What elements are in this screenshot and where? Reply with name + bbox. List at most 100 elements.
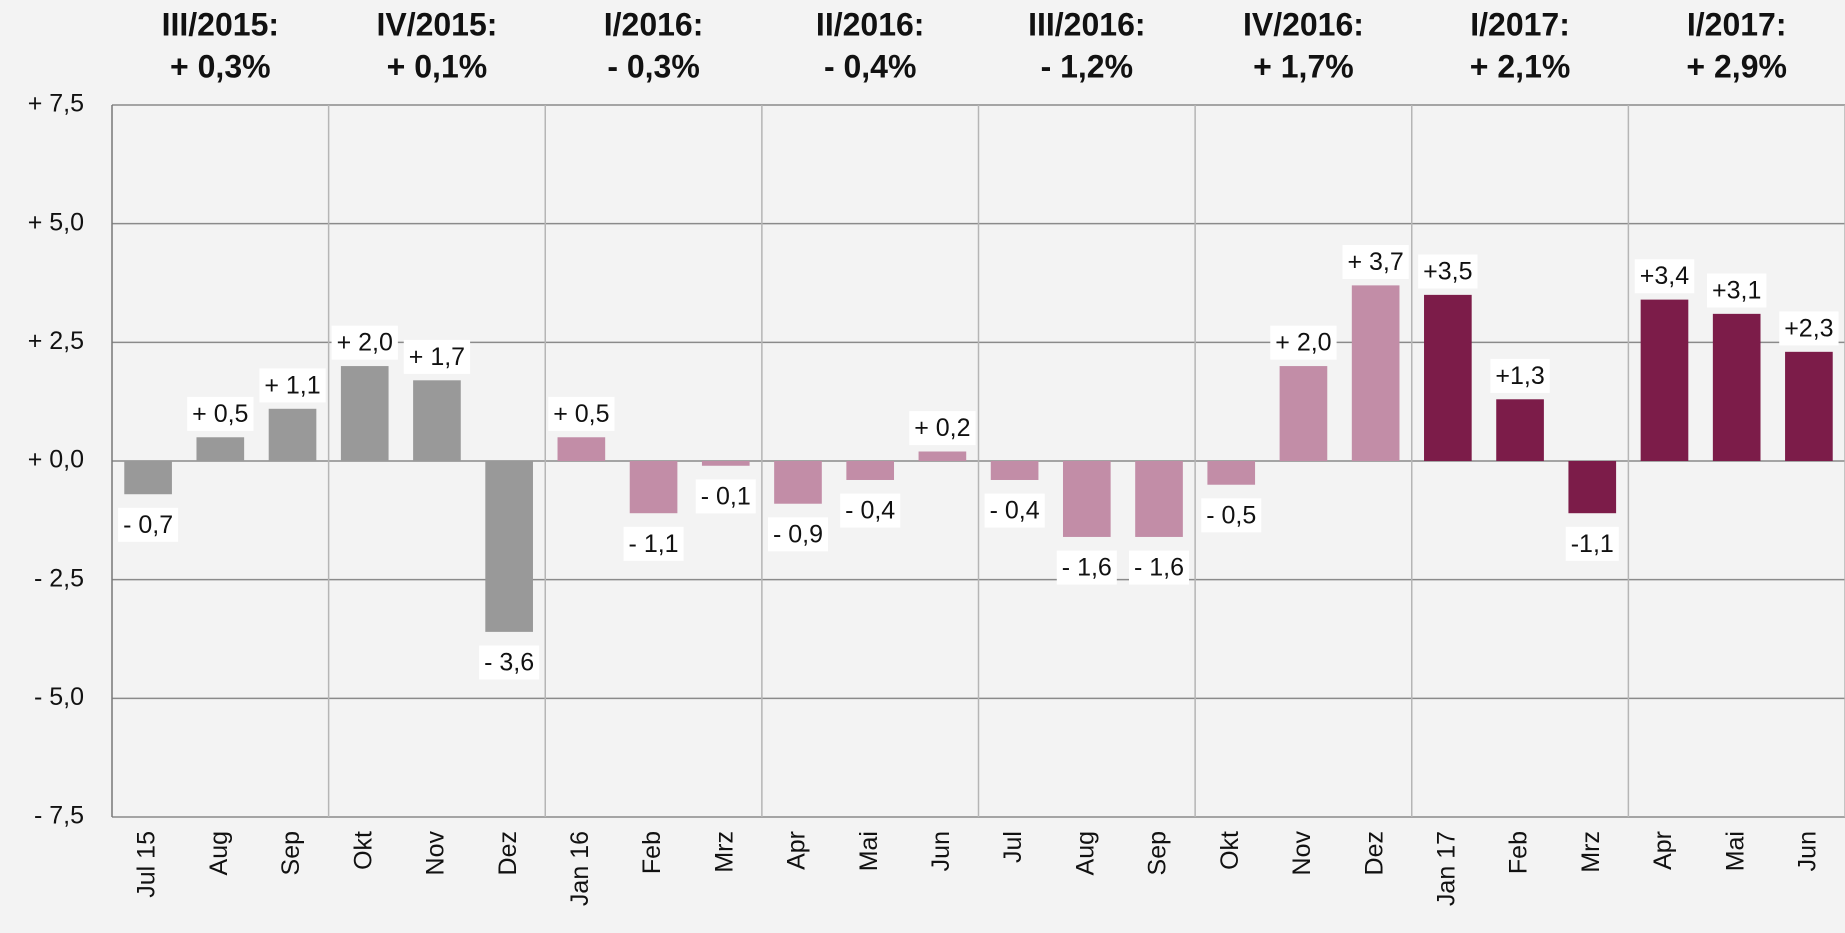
y-tick-label: - 7,5 <box>34 802 84 830</box>
value-label-group: +3,5 <box>1418 254 1478 289</box>
value-label-bg <box>403 339 471 374</box>
value-label-bg <box>695 479 756 514</box>
bar <box>990 461 1039 480</box>
value-label: + 0,5 <box>192 400 248 428</box>
x-tick-label: Apr <box>783 831 811 870</box>
value-label: - 0,9 <box>773 520 823 548</box>
value-label-bg <box>767 517 828 552</box>
x-tick-label: Mrz <box>710 831 738 873</box>
value-label-group: +3,1 <box>1707 273 1767 308</box>
bar <box>774 461 822 504</box>
x-tick-label: Mrz <box>1577 831 1605 873</box>
bar <box>413 380 461 461</box>
value-label-group: - 1,6 <box>1056 550 1117 585</box>
value-label-group: - 3,6 <box>479 645 540 680</box>
bar <box>1640 299 1689 461</box>
bar <box>1712 313 1761 461</box>
value-label-group: + 1,1 <box>259 368 326 403</box>
x-tick-label: Mai <box>855 831 883 871</box>
quarter-period: IV/2016: <box>1243 6 1364 42</box>
quarter-period: IV/2015: <box>376 6 497 42</box>
bar <box>846 461 895 480</box>
value-label-group: - 1,6 <box>1129 550 1190 585</box>
x-tick-label: Nov <box>1288 831 1316 876</box>
value-label: + 1,7 <box>409 343 465 371</box>
value-label: - 1,6 <box>1134 554 1184 582</box>
quarter-change: + 0,3% <box>170 48 271 84</box>
bar <box>1496 399 1544 461</box>
x-tick-label: Jun <box>1794 831 1822 871</box>
value-label-group: +1,3 <box>1490 358 1550 393</box>
x-tick-label: Jul <box>999 831 1027 863</box>
x-tick-label: Aug <box>205 831 233 875</box>
value-label: - 1,1 <box>629 530 679 558</box>
x-tick-label: Aug <box>1071 831 1099 875</box>
quarter-change: - 0,4% <box>824 48 916 84</box>
bar <box>1351 285 1400 461</box>
y-tick-label: - 2,5 <box>34 564 84 592</box>
x-tick-label: Apr <box>1649 831 1677 870</box>
value-label-bg <box>840 493 901 528</box>
value-label-group: -1,1 <box>1565 526 1619 561</box>
x-tick-label: Jan 17 <box>1432 831 1460 906</box>
value-label-group: +2,3 <box>1779 311 1839 346</box>
value-label-group: - 0,4 <box>984 493 1045 528</box>
bar <box>629 461 678 514</box>
x-tick-label: Okt <box>349 831 377 870</box>
value-label-bg <box>1707 273 1767 308</box>
value-label-bg <box>331 325 398 360</box>
y-tick-label: + 2,5 <box>28 327 84 355</box>
value-label-group: + 3,7 <box>1342 244 1409 279</box>
value-label-group: + 0,2 <box>909 411 976 446</box>
value-label: - 3,6 <box>484 648 534 676</box>
quarter-change: - 1,2% <box>1041 48 1133 84</box>
value-label: - 1,6 <box>1062 554 1112 582</box>
quarter-period: II/2016: <box>816 6 925 42</box>
value-label-bg <box>1490 358 1550 393</box>
x-tick-label: Dez <box>494 831 522 875</box>
bar <box>196 437 245 461</box>
x-tick-label: Mai <box>1721 831 1749 871</box>
value-label: - 0,1 <box>701 482 751 510</box>
value-label: +3,5 <box>1423 257 1472 285</box>
quarter-period: I/2017: <box>1687 6 1787 42</box>
value-label: +3,1 <box>1712 276 1761 304</box>
value-label: - 0,5 <box>1206 501 1256 529</box>
value-label: - 0,4 <box>990 497 1040 525</box>
y-tick-label: + 5,0 <box>28 208 84 236</box>
value-label: +2,3 <box>1784 314 1833 342</box>
bar <box>340 366 389 461</box>
value-label-group: + 1,7 <box>403 339 471 374</box>
y-tick-label: - 5,0 <box>34 683 84 711</box>
quarter-period: I/2016: <box>604 6 704 42</box>
value-label-bg <box>1201 498 1262 533</box>
bar <box>701 461 750 466</box>
value-label-bg <box>1129 550 1190 585</box>
value-label: - 0,4 <box>845 497 895 525</box>
bar <box>1279 366 1328 461</box>
quarter-change: + 2,1% <box>1470 48 1571 84</box>
value-label: +1,3 <box>1495 362 1544 390</box>
value-label-group: - 0,5 <box>1201 498 1262 533</box>
bar <box>557 437 606 461</box>
value-label-group: + 2,0 <box>331 325 398 360</box>
bar <box>1424 294 1472 461</box>
bar <box>268 408 317 461</box>
value-label-bg <box>909 411 976 446</box>
value-label-bg <box>259 368 326 403</box>
value-label-group: +3,4 <box>1634 259 1695 294</box>
y-tick-label: + 7,5 <box>28 90 84 118</box>
value-label-group: - 0,4 <box>840 493 901 528</box>
value-label-bg <box>1056 550 1117 585</box>
bar <box>1135 461 1183 537</box>
value-label-bg <box>1418 254 1478 289</box>
value-label-group: + 0,5 <box>548 396 615 431</box>
value-label-bg <box>1270 325 1337 360</box>
quarter-period: I/2017: <box>1470 6 1570 42</box>
x-tick-label: Dez <box>1360 831 1388 875</box>
x-tick-label: Jun <box>927 831 955 871</box>
bar <box>485 461 533 632</box>
quarter-change: + 0,1% <box>387 48 488 84</box>
y-tick-label: + 0,0 <box>28 446 84 474</box>
